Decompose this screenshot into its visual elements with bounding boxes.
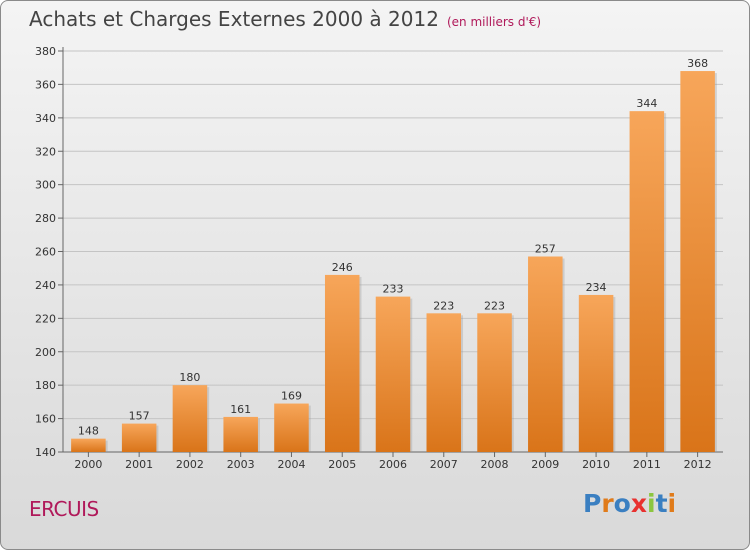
x-tick-label: 2001 bbox=[125, 458, 153, 471]
chart-title-text: Achats et Charges Externes 2000 à 2012 bbox=[29, 7, 439, 31]
x-tick-label: 2011 bbox=[633, 458, 661, 471]
x-tick-label: 2000 bbox=[74, 458, 102, 471]
bar-value-label: 169 bbox=[281, 390, 302, 403]
y-tick-label: 200 bbox=[35, 346, 56, 359]
y-tick-label: 180 bbox=[35, 379, 56, 392]
bar bbox=[274, 403, 309, 452]
bar bbox=[426, 313, 462, 452]
bar-value-label: 233 bbox=[383, 283, 404, 296]
bar-value-label: 368 bbox=[687, 57, 708, 70]
y-tick-label: 220 bbox=[35, 312, 56, 325]
logo-letter: o bbox=[613, 489, 631, 518]
bars bbox=[71, 71, 717, 453]
y-tick-label: 140 bbox=[35, 446, 56, 459]
bar-value-label: 246 bbox=[332, 261, 353, 274]
bar-value-label: 223 bbox=[433, 299, 454, 312]
data-labels: 148 2000 157 2001 180 2002 161 2003 169 2004 246 20… bbox=[74, 57, 711, 471]
bar bbox=[477, 313, 512, 452]
logo-letter: P bbox=[583, 489, 602, 518]
y-tick-label: 240 bbox=[35, 279, 56, 292]
bar bbox=[528, 256, 563, 452]
x-tick-label: 2006 bbox=[379, 458, 407, 471]
logo-letter: r bbox=[601, 489, 614, 518]
bar-value-label: 180 bbox=[179, 371, 200, 384]
bar bbox=[578, 294, 614, 452]
bar bbox=[172, 385, 208, 452]
x-tick-label: 2007 bbox=[430, 458, 458, 471]
x-tick-label: 2004 bbox=[277, 458, 305, 471]
bar bbox=[375, 296, 411, 452]
y-tick-label: 160 bbox=[35, 413, 56, 426]
x-tick-label: 2012 bbox=[684, 458, 712, 471]
y-tick-label: 260 bbox=[35, 246, 56, 259]
logo-letter: i bbox=[667, 489, 677, 518]
x-tick-label: 2005 bbox=[328, 458, 356, 471]
y-tick-label: 320 bbox=[35, 145, 56, 158]
logo-letter: x bbox=[630, 489, 647, 518]
bar-value-label: 234 bbox=[586, 281, 607, 294]
bar-value-label: 344 bbox=[636, 97, 657, 110]
place-name: ERCUIS bbox=[29, 497, 99, 521]
y-tick-label: 300 bbox=[35, 179, 56, 192]
bar bbox=[324, 274, 360, 452]
bar-value-label: 257 bbox=[535, 243, 556, 256]
bar bbox=[680, 71, 715, 453]
bar-value-label: 223 bbox=[484, 299, 505, 312]
y-tick-label: 280 bbox=[35, 212, 56, 225]
bar-value-label: 161 bbox=[230, 403, 251, 416]
bar bbox=[629, 111, 665, 453]
bar bbox=[223, 416, 258, 452]
x-tick-label: 2010 bbox=[582, 458, 610, 471]
y-tick-label: 360 bbox=[35, 78, 56, 91]
x-tick-label: 2009 bbox=[531, 458, 559, 471]
chart-unit: (en milliers d'€) bbox=[446, 15, 542, 29]
y-tick-label: 340 bbox=[35, 112, 56, 125]
bar bbox=[121, 423, 157, 452]
logo-letter: t bbox=[655, 489, 668, 518]
bar-value-label: 157 bbox=[129, 410, 150, 423]
y-tick-label: 380 bbox=[35, 45, 56, 58]
x-tick-label: 2003 bbox=[227, 458, 255, 471]
logo-letter: i bbox=[647, 489, 656, 518]
x-tick-label: 2008 bbox=[481, 458, 509, 471]
x-tick-label: 2002 bbox=[176, 458, 204, 471]
bar-value-label: 148 bbox=[78, 425, 99, 438]
bar bbox=[71, 438, 106, 452]
chart-title: Achats et Charges Externes 2000 à 2012 (e… bbox=[29, 7, 541, 31]
proxiti-logo[interactable]: Proxiti bbox=[583, 489, 676, 518]
